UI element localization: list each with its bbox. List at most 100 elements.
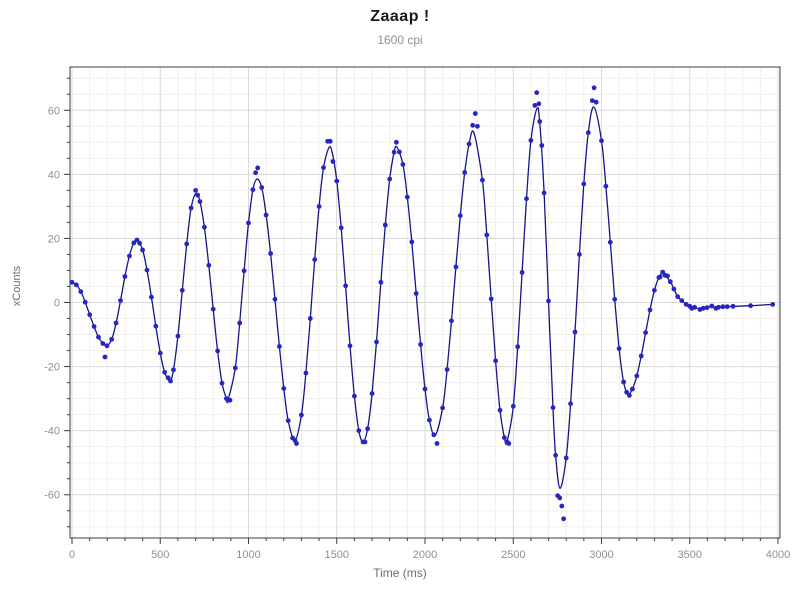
data-point xyxy=(144,267,150,273)
data-point xyxy=(480,177,485,183)
data-point xyxy=(400,162,406,167)
data-point xyxy=(675,294,681,300)
x-axis-label: Time (ms) xyxy=(373,566,427,580)
data-point xyxy=(134,237,140,243)
data-point xyxy=(537,119,543,124)
data-point xyxy=(321,165,326,171)
data-point xyxy=(404,194,410,200)
data-point xyxy=(515,344,521,350)
data-point xyxy=(539,143,545,148)
data-point xyxy=(327,138,333,144)
data-point xyxy=(378,279,384,285)
data-point xyxy=(122,274,128,279)
data-point xyxy=(692,304,698,310)
data-point xyxy=(334,178,340,184)
data-point xyxy=(440,405,445,411)
data-points xyxy=(69,85,776,522)
data-point xyxy=(307,316,313,321)
data-point xyxy=(277,344,282,349)
data-point xyxy=(657,274,663,280)
data-point xyxy=(607,239,613,245)
data-point xyxy=(700,305,706,311)
data-point xyxy=(593,99,599,105)
data-point xyxy=(630,386,635,392)
data-point xyxy=(643,330,648,335)
data-point xyxy=(585,130,591,136)
data-point xyxy=(391,149,397,155)
data-point xyxy=(559,503,565,509)
data-point xyxy=(470,122,476,128)
data-point xyxy=(506,441,512,446)
data-point xyxy=(418,342,423,347)
data-point xyxy=(434,441,440,446)
data-point xyxy=(561,516,566,522)
data-point xyxy=(175,333,181,339)
data-point xyxy=(536,101,542,107)
data-point xyxy=(397,149,402,155)
data-point xyxy=(572,329,578,335)
data-point xyxy=(102,354,108,360)
data-point xyxy=(69,279,75,285)
data-point xyxy=(316,204,322,209)
tick-labels: 0 500 1000 1500 2000 2500 3000 3500 4000 -60 -40 -2… xyxy=(44,105,790,561)
data-point xyxy=(131,240,137,246)
data-point xyxy=(74,282,79,288)
y-tick-label: -40 xyxy=(44,426,60,438)
data-point xyxy=(113,320,119,326)
data-point xyxy=(581,181,587,187)
data-point xyxy=(82,299,88,305)
y-tick-label: 20 xyxy=(48,233,60,245)
data-point xyxy=(369,391,375,396)
data-point xyxy=(157,350,163,356)
data-point xyxy=(748,303,753,309)
data-point xyxy=(118,298,123,303)
data-point xyxy=(683,302,689,307)
data-point xyxy=(679,298,685,303)
y-tick-label: 40 xyxy=(48,169,60,181)
axis-ticks xyxy=(64,77,779,544)
data-point xyxy=(413,291,419,296)
y-tick-label: -60 xyxy=(44,490,60,502)
data-point xyxy=(227,397,233,403)
data-point xyxy=(91,324,97,329)
data-point xyxy=(78,289,84,294)
data-point xyxy=(589,98,595,103)
data-point xyxy=(253,170,258,176)
y-tick-label: -20 xyxy=(44,362,60,374)
data-point xyxy=(557,495,563,501)
data-point xyxy=(232,365,238,371)
data-point xyxy=(153,323,159,329)
data-point xyxy=(259,185,265,190)
data-point xyxy=(502,435,507,441)
data-point xyxy=(462,170,468,175)
data-point xyxy=(524,196,529,202)
data-point xyxy=(202,224,207,230)
data-point xyxy=(621,379,626,385)
x-tick-label: 1500 xyxy=(325,549,349,561)
data-point xyxy=(241,268,247,274)
data-point xyxy=(281,386,287,391)
data-point xyxy=(519,270,525,275)
data-point xyxy=(188,205,194,211)
data-point xyxy=(444,367,450,372)
data-point xyxy=(382,222,388,228)
data-point xyxy=(475,123,480,129)
data-point xyxy=(730,303,736,309)
data-point xyxy=(466,141,472,147)
x-tick-label: 500 xyxy=(151,549,169,561)
data-point xyxy=(497,407,503,413)
data-point xyxy=(568,401,573,407)
data-point xyxy=(671,286,677,292)
data-point xyxy=(250,187,256,193)
data-point xyxy=(168,378,173,384)
data-point xyxy=(268,251,273,256)
data-point xyxy=(137,240,143,246)
data-point xyxy=(667,279,673,285)
data-point xyxy=(472,111,478,116)
data-point xyxy=(603,183,609,189)
data-point xyxy=(647,307,653,313)
data-point xyxy=(599,138,604,144)
data-point xyxy=(724,304,730,310)
data-point xyxy=(303,370,309,376)
